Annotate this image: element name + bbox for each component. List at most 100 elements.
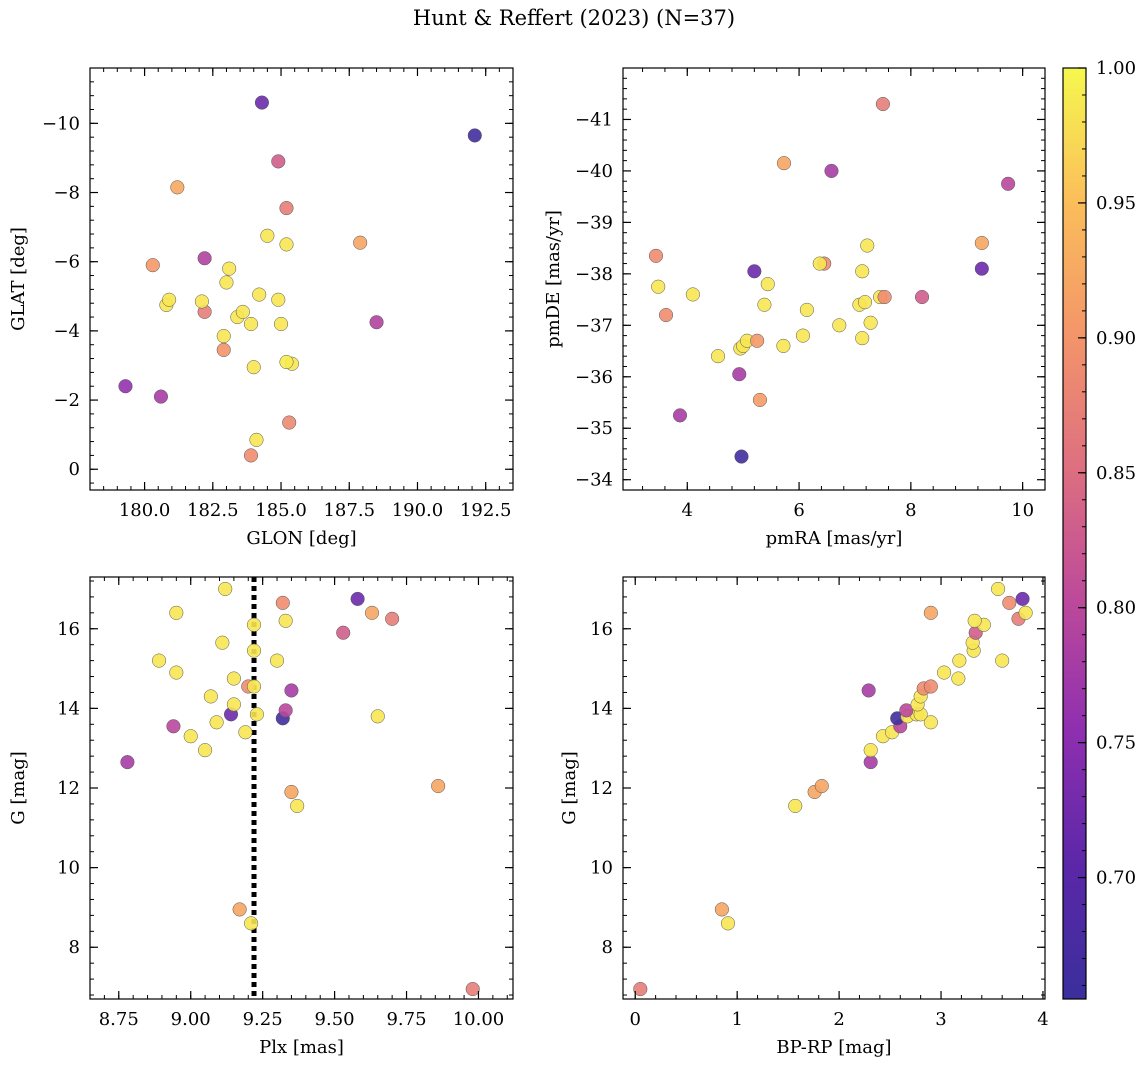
data-point — [863, 743, 878, 758]
data-point — [863, 755, 878, 770]
data-point — [336, 625, 351, 640]
y-axis-label: pmDE [mas/yr] — [543, 210, 564, 348]
y-tick-label: 0 — [69, 459, 80, 480]
ticks: 180.0 182.5 185.0 187.5 190.0 192.5 0 −2 −4 −6 −8 −… — [42, 68, 514, 521]
y-axis-label: G [mag] — [8, 751, 29, 824]
data-point — [824, 163, 839, 178]
data-point — [776, 156, 792, 171]
data-point — [812, 256, 827, 271]
data-point — [254, 95, 269, 110]
x-tick-label: 10.00 — [453, 1009, 505, 1030]
data-point — [278, 703, 293, 718]
y-tick-label: 16 — [57, 619, 80, 640]
x-tick-label: 182.5 — [187, 500, 239, 521]
data-point — [899, 703, 914, 718]
axes-frame — [89, 67, 514, 491]
data-point — [162, 292, 177, 307]
y-tick-label: −37 — [575, 315, 613, 336]
data-point — [169, 665, 184, 680]
data-point — [651, 279, 666, 294]
x-axis-label: Plx [mas] — [259, 1037, 344, 1058]
data-point — [937, 665, 952, 680]
data-point — [260, 228, 275, 243]
y-tick-label: 12 — [57, 778, 80, 799]
x-tick-label: 6 — [793, 500, 804, 521]
x-tick-label: 9.75 — [386, 1009, 426, 1030]
panel-glon-glat: 180.0 182.5 185.0 187.5 190.0 192.5 0 −2 −4 −6 −8 −… — [8, 67, 514, 549]
x-tick-label: 2 — [833, 1009, 844, 1030]
data-point — [243, 448, 259, 463]
data-point — [875, 96, 890, 112]
y-tick-label: 10 — [57, 858, 80, 879]
data-point — [246, 360, 261, 375]
data-point — [855, 264, 870, 279]
data-point — [974, 261, 989, 276]
data-point — [914, 289, 930, 305]
y-tick-label: 12 — [590, 778, 613, 799]
y-tick-label: −38 — [575, 264, 613, 285]
data-point — [832, 318, 847, 333]
data-point — [648, 248, 664, 263]
data-point — [271, 154, 286, 169]
data-point — [120, 755, 135, 770]
y-tick-label: −41 — [575, 109, 613, 130]
y-tick-label: −4 — [53, 321, 80, 342]
x-tick-label: 190.0 — [392, 500, 444, 521]
data-point — [685, 287, 700, 302]
data-point — [118, 379, 133, 394]
data-point — [169, 605, 184, 620]
y-tick-label: −35 — [575, 418, 613, 439]
x-tick-label: 0 — [630, 1009, 641, 1030]
data-point — [923, 715, 938, 730]
data-point — [282, 415, 297, 430]
data-point — [238, 725, 253, 740]
ticks: 8.75 9.00 9.25 9.50 9.75 10.00 8 10 12 14 16 — [57, 577, 513, 1030]
data-point — [183, 729, 198, 744]
colorbar-tick-label: 0.90 — [1096, 328, 1136, 349]
data-point — [222, 261, 237, 276]
data-point — [252, 287, 267, 302]
x-tick-label: 8 — [905, 500, 916, 521]
data-point — [269, 653, 285, 668]
scatter-points — [633, 581, 1033, 997]
y-tick-label: 14 — [57, 698, 80, 719]
y-tick-label: 8 — [69, 937, 80, 958]
ticks: 4 6 8 10 −34 −35 −36 −37 −38 −39 −40 −41 — [575, 67, 1046, 521]
data-point — [855, 331, 870, 346]
data-point — [923, 605, 938, 620]
colorbar-gradient — [1062, 67, 1087, 1000]
panel-pmra-pmde: 4 6 8 10 −34 −35 −36 −37 −38 −39 −40 −41 pmRA [mas/y… — [543, 67, 1046, 549]
x-tick-label: 10 — [1011, 500, 1034, 521]
data-point — [633, 981, 648, 997]
data-point — [275, 595, 290, 610]
scatter-points — [118, 95, 482, 463]
data-point — [246, 679, 262, 694]
data-point — [720, 916, 736, 931]
data-point — [757, 297, 772, 312]
data-point — [246, 617, 262, 632]
plot-area — [623, 68, 1045, 490]
data-point — [863, 315, 878, 330]
data-point — [710, 349, 726, 364]
data-point — [734, 449, 749, 464]
colorbar-tick-label: 0.85 — [1096, 463, 1136, 484]
data-point — [197, 251, 212, 266]
figure-title: Hunt & Reffert (2023) (N=37) — [412, 6, 736, 30]
data-point — [226, 671, 241, 686]
data-point — [219, 275, 234, 290]
data-point — [249, 707, 264, 722]
data-point — [967, 613, 982, 628]
colorbar-tick-label: 0.75 — [1096, 733, 1136, 754]
x-tick-label: 4 — [682, 500, 693, 521]
data-point — [353, 235, 368, 250]
data-point — [170, 180, 185, 195]
data-point — [279, 354, 294, 370]
data-point — [284, 784, 299, 800]
data-point — [152, 653, 167, 668]
y-tick-label: 14 — [590, 698, 613, 719]
data-point — [279, 237, 294, 252]
data-point — [246, 643, 262, 658]
x-tick-label: 9.00 — [171, 1009, 211, 1030]
